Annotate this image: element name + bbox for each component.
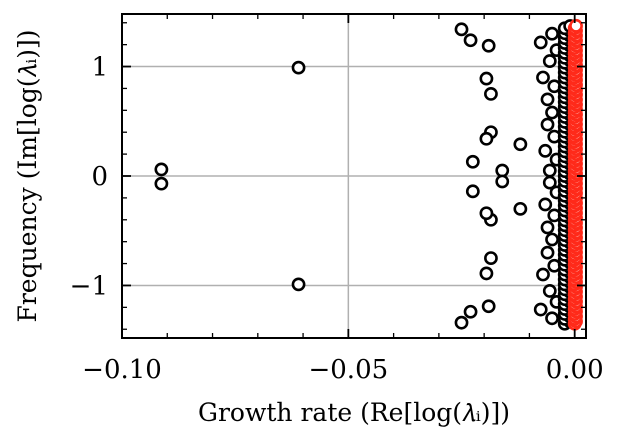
eigenvalue-point	[533, 302, 548, 317]
eigenvalue-point	[533, 35, 548, 50]
eigenvalue-point	[154, 176, 169, 191]
eigenvalue-point	[454, 22, 469, 37]
eigenvalue-point	[542, 54, 557, 68]
eigenvalue-point	[495, 174, 510, 189]
eigenvalue-point	[479, 131, 494, 146]
eigenvalue-point	[540, 117, 555, 132]
eigenvalue-point	[291, 60, 306, 75]
eigenvalue-point	[479, 71, 494, 86]
y-tick-label: 0	[91, 162, 108, 192]
eigenvalue-point	[513, 201, 528, 216]
eigenvalue-point	[538, 197, 553, 212]
eigenvalue-point	[479, 206, 494, 221]
x-axis-label: Growth rate (Re[log(𝜆ᵢ)])	[198, 398, 510, 427]
eigenvalue-point-neutral	[569, 18, 583, 33]
x-tick-label: 0.00	[546, 355, 604, 385]
eigenvalue-point	[545, 26, 559, 41]
axis-ticks	[121, 14, 586, 338]
eigenvalue-point	[545, 105, 559, 120]
eigenvalue-point	[540, 92, 555, 107]
x-tick-label: −0.10	[82, 355, 162, 385]
eigenvalue-point	[536, 267, 550, 282]
eigenvalue-point	[542, 284, 557, 298]
tick-labels: −0.10 −0.05 0.00 1 0 −1	[70, 53, 604, 385]
eigenvalue-point	[538, 143, 553, 158]
y-tick-label: −1	[70, 271, 108, 301]
eigenvalue-point	[463, 33, 478, 48]
eigenvalue-point	[484, 87, 498, 101]
eigenvalue-point	[481, 38, 496, 53]
eigenvalue-point	[513, 137, 528, 152]
eigenvalue-point	[154, 162, 169, 177]
eigenvalue-point	[463, 304, 478, 319]
eigenvalue-point	[484, 251, 498, 265]
eigenvalue-point	[545, 311, 559, 326]
eigenvalue-point	[540, 220, 555, 235]
eigenvalue-point	[540, 245, 555, 260]
eigenvalue-point	[291, 277, 306, 292]
eigenvalue-point	[454, 315, 469, 330]
y-axis-label: Frequency (Im[log(𝜆ᵢ)])	[13, 30, 42, 323]
data-points	[154, 18, 583, 331]
eigenvalue-point	[536, 70, 550, 85]
eigenvalue-point	[481, 299, 496, 314]
eigenvalue-point	[479, 266, 494, 281]
y-tick-label: 1	[91, 53, 108, 83]
x-tick-label: −0.05	[308, 355, 388, 385]
eigenvalue-point	[465, 154, 480, 169]
eigenvalue-point	[545, 232, 559, 247]
eigenvalue-point	[542, 163, 557, 178]
eigenvalue-point	[495, 163, 510, 178]
eigenvalue-point	[465, 184, 480, 199]
eigenvalue-point	[542, 175, 557, 190]
